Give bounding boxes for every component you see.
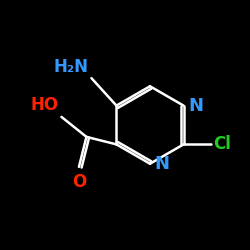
Text: N: N [154,155,170,173]
Text: Cl: Cl [214,136,232,153]
Text: N: N [188,96,203,114]
Text: HO: HO [31,96,59,114]
Text: H₂N: H₂N [54,58,89,76]
Text: O: O [72,173,86,191]
